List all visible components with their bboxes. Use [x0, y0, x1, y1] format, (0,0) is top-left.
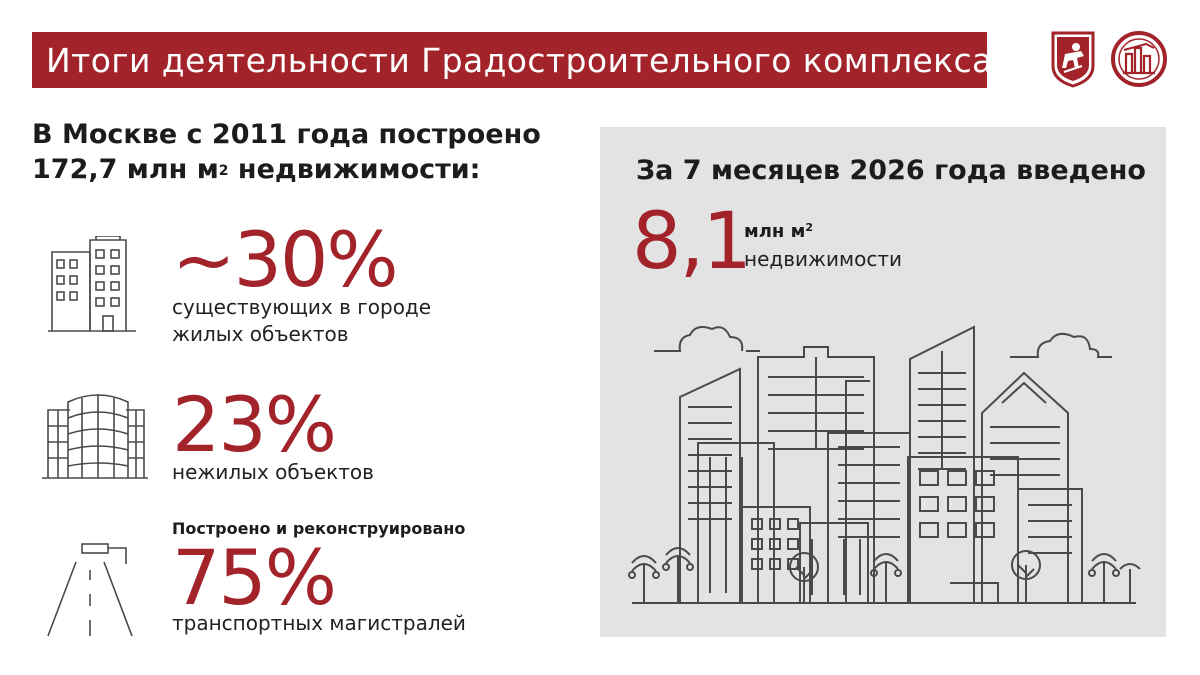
moscow-coat-of-arms-icon	[1051, 31, 1095, 88]
stat-roads-subhead: Построено и реконструировано	[172, 519, 466, 538]
emblems	[1050, 30, 1168, 88]
residential-building-icon	[48, 236, 136, 332]
office-building-icon	[42, 394, 148, 479]
panel-unit-text: млн м	[744, 221, 806, 242]
panel-unit: млн м2	[744, 221, 813, 242]
page-title: Итоги деятельности Градостроительного ко…	[46, 40, 993, 80]
stat-nonresidential: 23% нежилых объектов	[172, 387, 374, 486]
lead-line1: В Москве с 2011 года построено	[32, 119, 541, 150]
city-skyline-icon	[628, 325, 1141, 604]
panel-title: За 7 месяцев 2026 года введено	[636, 155, 1146, 186]
stat-roads: Построено и реконструировано 75% транспо…	[172, 519, 466, 637]
stat-residential-desc1: существующих в городе	[172, 295, 432, 319]
lead-rest: недвижимости:	[228, 154, 481, 185]
header-banner: Итоги деятельности Градостроительного ко…	[32, 32, 992, 88]
lead-value: 172,7 млн м	[32, 154, 219, 185]
stat-nonresidential-value: 23%	[172, 380, 337, 469]
panel-unit-sup: 2	[805, 221, 813, 234]
stat-roads-value: 75%	[172, 533, 337, 622]
lead-text: В Москве с 2011 года построено 172,7 млн…	[32, 117, 552, 187]
panel-value: 8,1	[632, 197, 752, 287]
stat-roads-desc: транспортных магистралей	[172, 611, 466, 635]
construction-complex-logo-icon	[1111, 31, 1167, 87]
road-icon	[47, 543, 133, 637]
stat-residential-value: ~30%	[172, 215, 399, 304]
stat-residential-desc2: жилых объектов	[172, 322, 349, 346]
panel-unit-line2: недвижимости	[744, 247, 902, 271]
stat-residential: ~30% существующих в городе жилых объекто…	[172, 222, 431, 348]
lead-line2: 172,7 млн м2 недвижимости:	[32, 152, 552, 187]
stat-nonresidential-desc: нежилых объектов	[172, 460, 374, 484]
summary-panel: За 7 месяцев 2026 года введено 8,1 млн м…	[600, 127, 1166, 637]
lead-sup: 2	[218, 163, 229, 179]
